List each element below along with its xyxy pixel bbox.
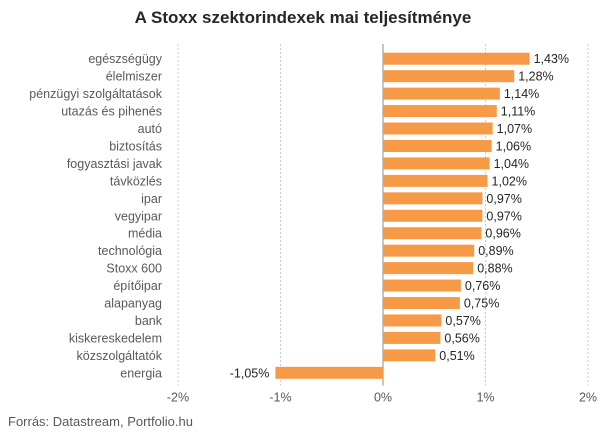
category-label: egészségügy xyxy=(88,52,162,66)
labels-layer: egészségügy 1,43% élelmiszer 1,28% pénzügyi … xyxy=(29,52,569,380)
bar xyxy=(383,279,461,292)
x-tick-label: -1% xyxy=(269,391,291,405)
bar xyxy=(383,331,441,344)
data-label: 1,07% xyxy=(497,122,532,136)
bar xyxy=(383,157,490,170)
bar xyxy=(383,244,475,257)
x-tick-label: 0% xyxy=(374,391,392,405)
bar xyxy=(383,314,442,327)
category-label: élelmiszer xyxy=(106,70,162,84)
bar xyxy=(383,174,488,187)
bar xyxy=(383,105,497,118)
data-label: 0,56% xyxy=(444,331,479,345)
bar xyxy=(383,87,500,100)
data-label: 0,57% xyxy=(445,314,480,328)
category-label: vegyipar xyxy=(115,209,162,223)
bar xyxy=(383,297,460,310)
data-label: 0,97% xyxy=(486,192,521,206)
category-label: távközlés xyxy=(110,174,162,188)
category-label: Stoxx 600 xyxy=(106,262,162,276)
data-label: 0,88% xyxy=(477,262,512,276)
category-label: média xyxy=(128,227,162,241)
category-label: közszolgáltatók xyxy=(77,349,163,363)
category-label: utazás és pihenés xyxy=(61,105,162,119)
category-label: energia xyxy=(120,366,162,380)
bar xyxy=(383,192,483,205)
data-label: 1,43% xyxy=(534,52,569,66)
data-label: 1,06% xyxy=(496,139,531,153)
category-label: technológia xyxy=(98,244,162,258)
category-label: fogyasztási javak xyxy=(67,157,163,171)
data-label: 1,11% xyxy=(501,105,536,119)
category-label: alapanyag xyxy=(104,297,162,311)
data-label: 0,89% xyxy=(478,244,513,258)
data-label: -1,05% xyxy=(230,366,270,380)
bar xyxy=(383,70,515,83)
x-tick-label: 2% xyxy=(579,391,597,405)
category-label: pénzügyi szolgáltatások xyxy=(29,87,162,101)
bar xyxy=(383,122,493,135)
category-label: építőipar xyxy=(113,279,162,293)
x-tick-label: 1% xyxy=(476,391,494,405)
bar xyxy=(383,349,436,362)
bar xyxy=(383,209,483,222)
bar xyxy=(275,366,383,379)
bar xyxy=(383,227,482,240)
data-label: 0,97% xyxy=(486,209,521,223)
data-label: 1,28% xyxy=(518,70,553,84)
data-label: 1,04% xyxy=(494,157,529,171)
bar xyxy=(383,52,530,65)
category-label: bank xyxy=(135,314,163,328)
x-tick-label: -2% xyxy=(167,391,189,405)
bars-layer xyxy=(275,52,530,379)
data-label: 1,14% xyxy=(504,87,539,101)
bar xyxy=(383,262,474,275)
source-note: Forrás: Datastream, Portfolio.hu xyxy=(8,414,193,429)
data-label: 0,76% xyxy=(465,279,500,293)
data-label: 0,75% xyxy=(464,297,499,311)
data-label: 0,51% xyxy=(439,349,474,363)
data-label: 1,02% xyxy=(492,174,527,188)
data-label: 0,96% xyxy=(485,227,520,241)
category-label: biztosítás xyxy=(109,139,162,153)
bar xyxy=(383,139,492,152)
x-axis-ticks: -2% -1% 0% 1% 2% xyxy=(167,391,597,405)
chart-title: A Stoxx szektorindexek mai teljesítménye xyxy=(134,8,472,27)
grid-layer xyxy=(177,44,589,386)
category-label: autó xyxy=(138,122,162,136)
category-label: kiskereskedelem xyxy=(69,331,162,345)
category-label: ipar xyxy=(141,192,162,206)
